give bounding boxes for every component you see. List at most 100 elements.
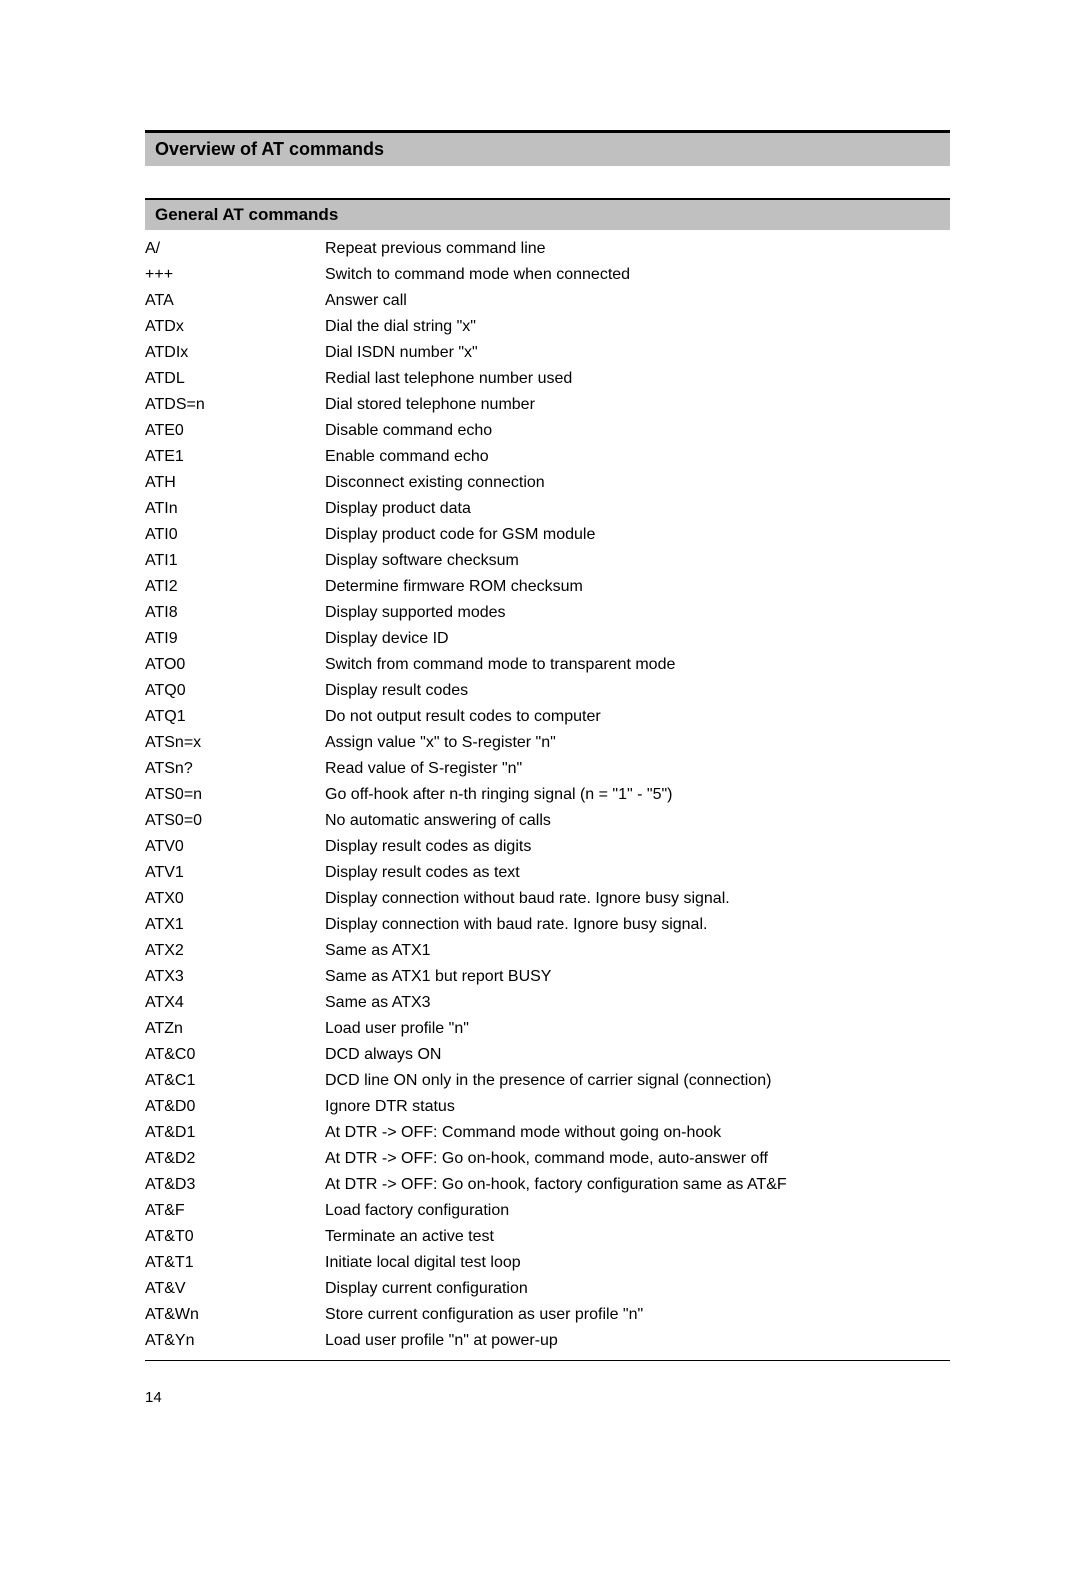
table-row: ATAAnswer call	[145, 288, 950, 314]
table-row: ATS0=nGo off-hook after n-th ringing sig…	[145, 782, 950, 808]
table-row: ATE0Disable command echo	[145, 418, 950, 444]
table-row: +++Switch to command mode when connected	[145, 262, 950, 288]
command-cell: ATQ1	[145, 704, 325, 730]
table-row: ATQ1Do not output result codes to comput…	[145, 704, 950, 730]
command-cell: ATI1	[145, 548, 325, 574]
description-cell: Store current configuration as user prof…	[325, 1302, 950, 1328]
description-cell: Display result codes	[325, 678, 950, 704]
description-cell: Same as ATX3	[325, 990, 950, 1016]
description-cell: Display connection with baud rate. Ignor…	[325, 912, 950, 938]
description-cell: Dial ISDN number "x"	[325, 340, 950, 366]
table-row: ATI0Display product code for GSM module	[145, 522, 950, 548]
table-row: AT&C0DCD always ON	[145, 1042, 950, 1068]
command-cell: ATX1	[145, 912, 325, 938]
description-cell: Display device ID	[325, 626, 950, 652]
table-row: ATI1Display software checksum	[145, 548, 950, 574]
command-cell: ATO0	[145, 652, 325, 678]
command-cell: AT&C0	[145, 1042, 325, 1068]
table-row: ATX3Same as ATX1 but report BUSY	[145, 964, 950, 990]
description-cell: Assign value "x" to S-register "n"	[325, 730, 950, 756]
description-cell: Display software checksum	[325, 548, 950, 574]
description-cell: Display product data	[325, 496, 950, 522]
page: Overview of AT commands General AT comma…	[0, 0, 1080, 1466]
command-cell: ATQ0	[145, 678, 325, 704]
command-cell: ATDIx	[145, 340, 325, 366]
table-row: ATDIxDial ISDN number "x"	[145, 340, 950, 366]
table-row: ATV0Display result codes as digits	[145, 834, 950, 860]
table-row: ATDLRedial last telephone number used	[145, 366, 950, 392]
description-cell: Determine firmware ROM checksum	[325, 574, 950, 600]
table-row: AT&T0Terminate an active test	[145, 1224, 950, 1250]
description-cell: At DTR -> OFF: Go on-hook, factory confi…	[325, 1172, 950, 1198]
table-row: ATZnLoad user profile "n"	[145, 1016, 950, 1042]
table-row: ATSn=xAssign value "x" to S-register "n"	[145, 730, 950, 756]
bottom-rule	[145, 1360, 950, 1361]
table-row: AT&D1At DTR -> OFF: Command mode without…	[145, 1120, 950, 1146]
description-cell: Display current configuration	[325, 1276, 950, 1302]
command-cell: AT&T1	[145, 1250, 325, 1276]
table-row: ATSn?Read value of S-register "n"	[145, 756, 950, 782]
table-row: ATX1Display connection with baud rate. I…	[145, 912, 950, 938]
command-cell: ATX3	[145, 964, 325, 990]
description-cell: Dial stored telephone number	[325, 392, 950, 418]
description-cell: At DTR -> OFF: Command mode without goin…	[325, 1120, 950, 1146]
command-cell: ATV0	[145, 834, 325, 860]
command-cell: +++	[145, 262, 325, 288]
table-row: ATV1Display result codes as text	[145, 860, 950, 886]
description-cell: Terminate an active test	[325, 1224, 950, 1250]
command-cell: ATH	[145, 470, 325, 496]
table-row: AT&WnStore current configuration as user…	[145, 1302, 950, 1328]
command-cell: AT&Wn	[145, 1302, 325, 1328]
command-cell: ATIn	[145, 496, 325, 522]
table-row: ATQ0Display result codes	[145, 678, 950, 704]
table-row: ATHDisconnect existing connection	[145, 470, 950, 496]
command-cell: ATX4	[145, 990, 325, 1016]
description-cell: Display result codes as text	[325, 860, 950, 886]
table-row: AT&D3At DTR -> OFF: Go on-hook, factory …	[145, 1172, 950, 1198]
description-cell: Same as ATX1 but report BUSY	[325, 964, 950, 990]
table-row: ATI8Display supported modes	[145, 600, 950, 626]
description-cell: Repeat previous command line	[325, 236, 950, 262]
sub-heading: General AT commands	[145, 198, 950, 230]
table-row: AT&VDisplay current configuration	[145, 1276, 950, 1302]
table-row: ATDS=nDial stored telephone number	[145, 392, 950, 418]
command-cell: ATDL	[145, 366, 325, 392]
description-cell: Load user profile "n" at power-up	[325, 1328, 950, 1354]
description-cell: Answer call	[325, 288, 950, 314]
description-cell: Redial last telephone number used	[325, 366, 950, 392]
command-cell: ATI0	[145, 522, 325, 548]
command-cell: ATX0	[145, 886, 325, 912]
description-cell: DCD line ON only in the presence of carr…	[325, 1068, 950, 1094]
table-row: AT&FLoad factory configuration	[145, 1198, 950, 1224]
command-cell: ATV1	[145, 860, 325, 886]
table-row: ATI2Determine firmware ROM checksum	[145, 574, 950, 600]
description-cell: Switch from command mode to transparent …	[325, 652, 950, 678]
main-heading: Overview of AT commands	[145, 130, 950, 166]
command-cell: AT&D3	[145, 1172, 325, 1198]
command-cell: AT&C1	[145, 1068, 325, 1094]
description-cell: Initiate local digital test loop	[325, 1250, 950, 1276]
command-cell: A/	[145, 236, 325, 262]
table-row: AT&D2At DTR -> OFF: Go on-hook, command …	[145, 1146, 950, 1172]
description-cell: Go off-hook after n-th ringing signal (n…	[325, 782, 950, 808]
description-cell: Display supported modes	[325, 600, 950, 626]
command-cell: ATS0=0	[145, 808, 325, 834]
description-cell: Enable command echo	[325, 444, 950, 470]
command-cell: AT&D1	[145, 1120, 325, 1146]
description-cell: Ignore DTR status	[325, 1094, 950, 1120]
description-cell: Display connection without baud rate. Ig…	[325, 886, 950, 912]
page-number: 14	[145, 1389, 950, 1406]
command-cell: ATDx	[145, 314, 325, 340]
command-cell: ATI8	[145, 600, 325, 626]
table-row: AT&T1Initiate local digital test loop	[145, 1250, 950, 1276]
description-cell: DCD always ON	[325, 1042, 950, 1068]
command-cell: ATS0=n	[145, 782, 325, 808]
table-row: ATX2Same as ATX1	[145, 938, 950, 964]
command-table: A/Repeat previous command line+++Switch …	[145, 236, 950, 1354]
description-cell: Do not output result codes to computer	[325, 704, 950, 730]
description-cell: Disconnect existing connection	[325, 470, 950, 496]
command-cell: AT&V	[145, 1276, 325, 1302]
table-row: AT&C1DCD line ON only in the presence of…	[145, 1068, 950, 1094]
table-row: A/Repeat previous command line	[145, 236, 950, 262]
table-row: ATS0=0No automatic answering of calls	[145, 808, 950, 834]
